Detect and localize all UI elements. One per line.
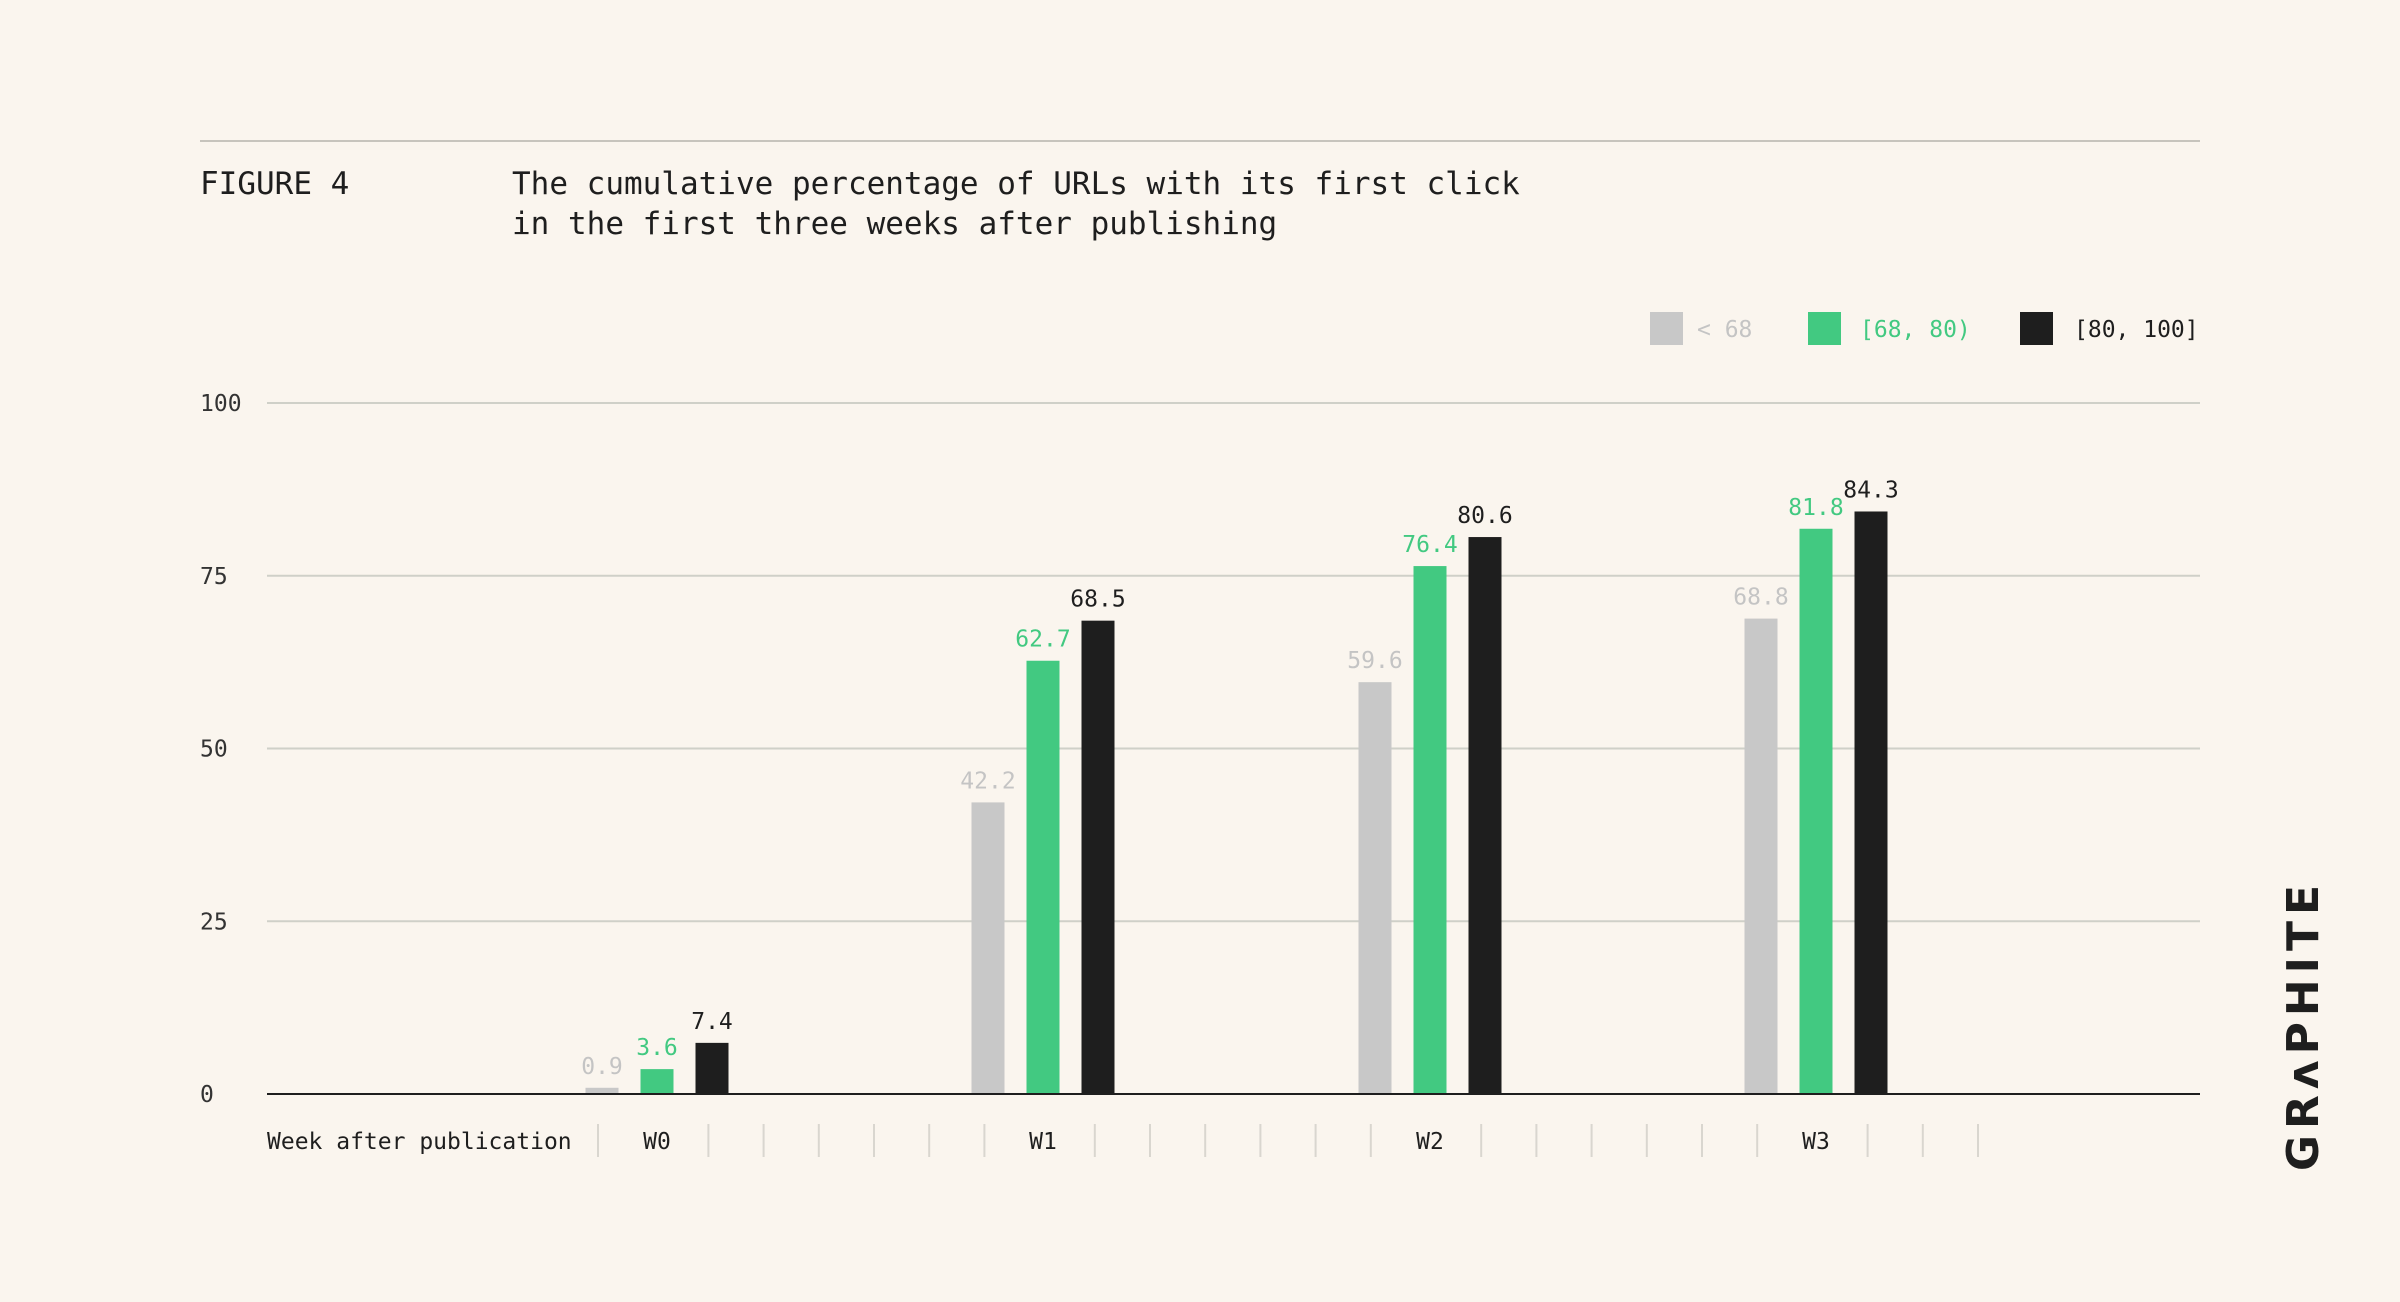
value-label-w2-series-2: 80.6 xyxy=(1457,503,1512,529)
y-tick-label-50: 50 xyxy=(200,737,228,763)
bar-w1-series-1 xyxy=(1026,660,1060,1094)
legend-swatch-2 xyxy=(2020,312,2053,345)
legend-swatch-1 xyxy=(1808,312,1841,345)
bar-w1-series-2 xyxy=(1081,620,1115,1094)
bar-w2-series-1 xyxy=(1413,566,1447,1094)
bar-w2-series-2 xyxy=(1468,537,1502,1094)
value-label-w1-series-1: 62.7 xyxy=(1015,627,1070,653)
bar-w3-series-0 xyxy=(1744,618,1778,1094)
bar-w3-series-2 xyxy=(1854,511,1888,1094)
legend-label-1: [68, 80) xyxy=(1860,317,1971,343)
value-label-w0-series-0: 0.9 xyxy=(581,1054,623,1080)
value-labels: 0.9 3.6 7.4 42.2 62.768.5 59.6 76.480.6 68.8 81.… xyxy=(581,477,1898,1079)
legend-swatch-0 xyxy=(1650,312,1683,345)
x-tick-label-w0: W0 xyxy=(643,1129,671,1155)
y-tick-label-100: 100 xyxy=(200,391,242,417)
value-label-w2-series-1: 76.4 xyxy=(1402,532,1457,558)
value-label-w0-series-2: 7.4 xyxy=(691,1009,733,1035)
y-tick-label-0: 0 xyxy=(200,1082,214,1108)
figure-label: FIGURE 4 xyxy=(200,166,349,202)
bar-w1-series-0 xyxy=(971,802,1005,1094)
legend: < 68 [68, 80) [80, 100] xyxy=(1650,312,2199,345)
y-axis-ticks: 0 25 50 75 100 xyxy=(200,391,242,1108)
x-axis-label: Week after publication xyxy=(267,1129,572,1155)
legend-label-2: [80, 100] xyxy=(2074,317,2199,343)
value-label-w2-series-0: 59.6 xyxy=(1347,648,1402,674)
value-label-w3-series-2: 84.3 xyxy=(1843,477,1898,503)
value-label-w1-series-0: 42.2 xyxy=(960,768,1015,794)
chart-title-line-1: The cumulative percentage of URLs with i… xyxy=(512,166,1520,202)
y-tick-label-25: 25 xyxy=(200,909,228,935)
value-label-w1-series-2: 68.5 xyxy=(1070,587,1125,613)
x-axis: W0 W1 W2 W3 xyxy=(267,1093,2200,1157)
value-label-w0-series-1: 3.6 xyxy=(636,1035,678,1061)
graphite-logo: GRʌPHITE xyxy=(2278,879,2329,1171)
y-tick-label-75: 75 xyxy=(200,564,228,590)
x-tick-label-w1: W1 xyxy=(1029,1129,1057,1155)
bars xyxy=(585,511,1888,1094)
bar-w2-series-0 xyxy=(1358,682,1392,1094)
x-tick-label-w3: W3 xyxy=(1802,1129,1830,1155)
gridlines xyxy=(267,402,2200,923)
value-label-w3-series-0: 68.8 xyxy=(1733,585,1788,611)
bar-w3-series-1 xyxy=(1799,528,1833,1094)
bar-w0-series-2 xyxy=(695,1042,729,1094)
x-tick-label-w2: W2 xyxy=(1416,1129,1444,1155)
value-label-w3-series-1: 81.8 xyxy=(1788,495,1843,521)
bar-w0-series-1 xyxy=(640,1069,674,1094)
chart-title-line-2: in the first three weeks after publishin… xyxy=(512,206,1277,242)
legend-label-0: < 68 xyxy=(1697,317,1752,343)
bar-w0-series-0 xyxy=(585,1087,619,1094)
